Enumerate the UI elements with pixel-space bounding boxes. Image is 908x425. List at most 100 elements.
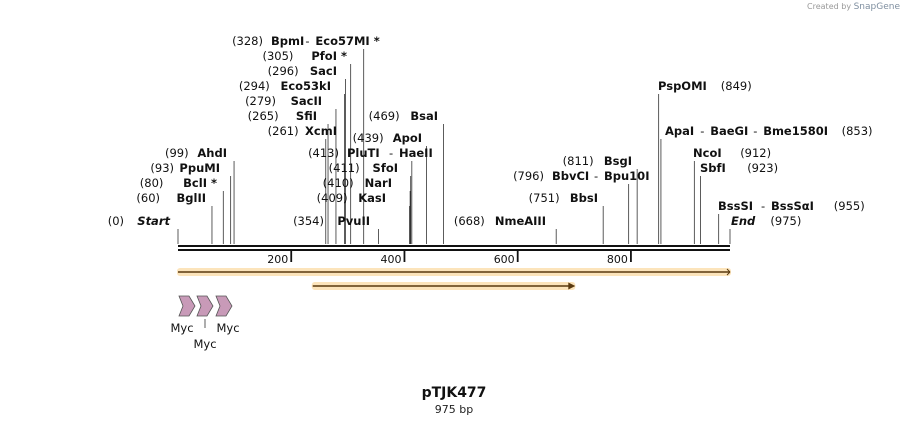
site-name: AhdI <box>197 146 227 160</box>
site-name: PvuII <box>337 214 370 228</box>
site-position: (439) <box>353 131 384 145</box>
orf-end-mark <box>726 268 731 273</box>
site-label: KasI (409) <box>317 191 386 205</box>
site-label: BsgI (811) <box>563 154 632 168</box>
site-name: Bpu10I <box>604 169 649 183</box>
site-label: PvuII (354) <box>293 214 370 228</box>
site-label: XcmI (261) <box>268 124 337 138</box>
site-name: PspOMI <box>658 79 707 93</box>
site-position: (99) <box>165 146 189 160</box>
feature-label: Myc <box>170 321 193 335</box>
sequence-backbone <box>178 245 730 251</box>
site-position: (811) <box>563 154 594 168</box>
plasmid-name: pTJK477 <box>421 385 487 401</box>
site-position: (60) <box>136 191 160 205</box>
site-position: (849) <box>721 79 752 93</box>
site-name: PfoI * <box>311 49 347 63</box>
site-position: (853) <box>842 124 873 138</box>
plasmid-length: 975 bp <box>434 403 474 416</box>
site-position: (975) <box>770 214 801 228</box>
site-name: BsgI <box>604 154 632 168</box>
snapgene-logo: SnapGene <box>853 2 900 12</box>
site-name: BclI * <box>183 176 217 190</box>
site-label: NmeAIII (668) <box>454 214 546 228</box>
myc-tag-arrow <box>215 295 233 317</box>
site-position: (668) <box>454 214 485 228</box>
site-position: (261) <box>268 124 299 138</box>
site-label: NcoI (912) <box>693 146 771 160</box>
site-position: (411) <box>329 161 360 175</box>
snapgene-credit: Created by SnapGene <box>807 2 900 12</box>
site-name: NmeAIII <box>495 214 546 228</box>
site-name: SacI <box>310 64 337 78</box>
site-position: (279) <box>245 94 276 108</box>
site-name: BpmI <box>271 34 304 48</box>
site-name: PpuMI <box>179 161 220 175</box>
site-name: Start <box>137 214 170 228</box>
site-label: SfiI (265) <box>248 109 317 123</box>
site-label: NarI (410) <box>323 176 392 190</box>
site-labels: Start(0) BglII (60) BclI * (80)PpuMI(93)AhdI… <box>108 34 873 228</box>
site-position: (409) <box>317 191 348 205</box>
credit-prefix: Created by <box>807 2 852 11</box>
ruler-tick-label: 200 <box>267 253 288 266</box>
site-name: NarI <box>365 176 392 190</box>
site-name: Eco57MI * <box>315 34 379 48</box>
site-name: BsaI <box>410 109 438 123</box>
ruler: 200 400 600 800 <box>267 251 632 266</box>
site-position: (80) <box>140 176 164 190</box>
ruler-tick-label: 600 <box>494 253 515 266</box>
site-name: BglII <box>177 191 207 205</box>
site-position: (354) <box>293 214 324 228</box>
site-label: PfoI * (305) <box>262 49 347 63</box>
ruler-tick-label: 800 <box>607 253 628 266</box>
site-position: (912) <box>740 146 771 160</box>
site-name: BssSI <box>718 199 753 213</box>
site-position: (410) <box>323 176 354 190</box>
site-separator: - <box>700 124 704 138</box>
site-label: SbfI (923) <box>700 161 778 175</box>
site-position: (469) <box>369 109 400 123</box>
site-position: (796) <box>513 169 544 183</box>
site-position: (413) <box>308 146 339 160</box>
site-name: ApaI <box>665 124 694 138</box>
site-label: ApoI (439) <box>353 131 422 145</box>
site-position: (751) <box>529 191 560 205</box>
ruler-tick-label: 400 <box>380 253 401 266</box>
site-leader-lines <box>177 49 731 244</box>
orf-tracks <box>177 268 731 290</box>
site-name: BbvCI <box>552 169 589 183</box>
site-label: BglII (60) <box>136 191 206 205</box>
site-label: Start (0) <box>108 214 171 228</box>
site-label: (796) BbvCI - Bpu10I <box>513 169 649 183</box>
site-separator: - <box>594 169 598 183</box>
site-separator: - <box>305 34 309 48</box>
site-name: Eco53kI <box>280 79 331 93</box>
site-name: HaeII <box>399 146 433 160</box>
site-position: (305) <box>262 49 293 63</box>
site-separator: - <box>753 124 757 138</box>
site-name: NcoI <box>693 146 722 160</box>
site-position: (955) <box>834 199 865 213</box>
site-name: SfiI <box>296 109 317 123</box>
site-label: (413) PluTI - HaeII <box>308 146 433 160</box>
site-label: End (975) <box>731 214 801 228</box>
orf-arrowhead <box>568 282 576 290</box>
site-position: (296) <box>268 64 299 78</box>
site-label: BbsI (751) <box>529 191 598 205</box>
feature-label: Myc <box>193 337 216 351</box>
site-label: PspOMI (849) <box>658 79 752 93</box>
site-name: BaeGI <box>710 124 748 138</box>
site-separator: - <box>389 146 393 160</box>
site-label: BssSI - BssSαI (955) <box>718 199 865 213</box>
myc-tag-arrow <box>196 295 214 317</box>
site-separator: - <box>761 199 765 213</box>
site-label: BclI * (80) <box>140 176 217 190</box>
site-name: BbsI <box>570 191 598 205</box>
site-label: PpuMI (93) <box>150 161 220 175</box>
myc-tag-arrow <box>178 295 196 317</box>
site-name: SbfI <box>700 161 726 175</box>
site-name: KasI <box>358 191 386 205</box>
feature-label: Myc <box>216 321 239 335</box>
